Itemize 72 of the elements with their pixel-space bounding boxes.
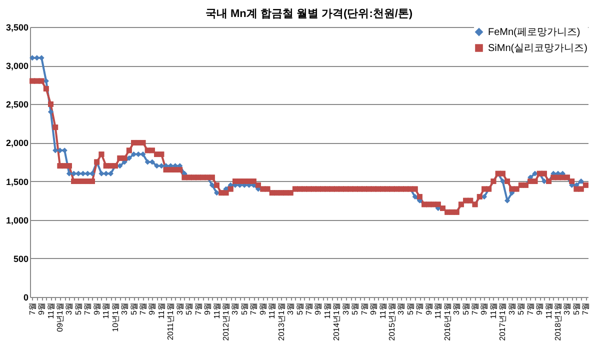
x-tick-label: 5월 bbox=[74, 302, 83, 315]
y-tick-label: 0 bbox=[23, 292, 28, 302]
x-tick-label: 3월 bbox=[452, 302, 462, 315]
x-tick-label: 7월 bbox=[526, 302, 535, 315]
x-tick-label: 9월 bbox=[369, 302, 378, 315]
y-tick-label: 2,500 bbox=[6, 100, 28, 110]
y-tick-label: 3,000 bbox=[6, 61, 28, 72]
x-tick-label: 9월 bbox=[258, 302, 268, 315]
x-tick-label: 3월 bbox=[507, 302, 516, 315]
x-tick-label: 7월 bbox=[138, 302, 148, 315]
x-tick-label: 7월 bbox=[249, 302, 258, 315]
y-tick-label: 500 bbox=[13, 254, 28, 264]
x-tick-label: 11월 bbox=[544, 302, 554, 319]
x-tick-label: 11월 bbox=[212, 302, 222, 319]
x-tick-label: 9월 bbox=[314, 302, 323, 315]
x-tick-label: 2017년1월 bbox=[498, 302, 508, 341]
x-tick-label: 5월 bbox=[184, 302, 194, 315]
x-tick-label: 11월 bbox=[434, 302, 443, 319]
chart-title: 국내 Mn계 합금철 월별 가격(단위:천원/톤) bbox=[205, 8, 413, 20]
x-tick-label: 2014년1월 bbox=[332, 302, 342, 341]
x-tick-label: 5월 bbox=[516, 302, 526, 315]
x-tick-label: 3월 bbox=[175, 302, 184, 315]
x-tick-label: 11월 bbox=[156, 302, 166, 319]
x-tick-label: 7월 bbox=[194, 302, 203, 315]
x-tick-label: 9월 bbox=[480, 302, 489, 315]
x-tick-label: 11월 bbox=[322, 302, 332, 319]
x-tick-label: 3월 bbox=[286, 302, 296, 315]
x-tick-label: 5월 bbox=[240, 302, 249, 315]
x-tick-label: 11월 bbox=[378, 302, 388, 319]
x-tick-label: 7월 bbox=[415, 302, 424, 315]
x-tick-label: 9월 bbox=[203, 302, 212, 315]
x-tick-label: 7월 bbox=[581, 302, 590, 315]
x-tick-label: 9월 bbox=[92, 302, 102, 315]
x-tick-label: 9월 bbox=[424, 302, 434, 315]
y-tick-label: 1,000 bbox=[6, 215, 28, 226]
x-tick-label: 2018년1월 bbox=[554, 302, 563, 341]
x-tick-label: 5월 bbox=[350, 302, 360, 315]
legend-label: FeMn(페로망가니즈) bbox=[488, 27, 580, 38]
x-tick-label: 2011년1월 bbox=[166, 302, 176, 340]
x-tick-label: 7월 bbox=[28, 302, 37, 315]
x-tick-label: 3월 bbox=[120, 302, 130, 315]
x-tick-label: 9월 bbox=[535, 302, 544, 315]
x-tick-label: 2016년1월 bbox=[442, 302, 452, 341]
x-tick-label: 2013년1월 bbox=[276, 302, 286, 341]
x-tick-label: 5월 bbox=[461, 302, 470, 315]
x-tick-label: 5월 bbox=[129, 302, 138, 315]
y-tick-label: 3,500 bbox=[6, 22, 28, 32]
y-tick-label: 1,500 bbox=[6, 176, 28, 187]
x-tick-label: 5월 bbox=[406, 302, 415, 315]
x-tick-label: 3월 bbox=[396, 302, 406, 315]
x-tick-label: 09년1월 bbox=[55, 302, 64, 332]
x-tick-label: 2015년1월 bbox=[388, 302, 397, 341]
x-tick-label: 5월 bbox=[295, 302, 304, 315]
x-tick-label: 7월 bbox=[304, 302, 314, 315]
x-tick-label: 7월 bbox=[83, 302, 92, 315]
x-tick-label: 2012년1월 bbox=[221, 302, 230, 341]
x-tick-label: 5월 bbox=[572, 302, 581, 315]
x-tick-label: 3월 bbox=[341, 302, 350, 315]
legend-label: SiMn(실리코망가니즈) bbox=[488, 43, 588, 54]
x-tick-label: 7월 bbox=[360, 302, 369, 315]
x-tick-label: 11월 bbox=[268, 302, 277, 319]
x-tick-label: 3월 bbox=[562, 302, 572, 315]
x-tick-label: 11월 bbox=[488, 302, 498, 319]
x-tick-label: 10년1월 bbox=[110, 302, 120, 332]
x-tick-label: 3월 bbox=[230, 302, 240, 315]
x-tick-label: 9월 bbox=[37, 302, 46, 315]
y-tick-label: 2,000 bbox=[6, 138, 28, 148]
x-tick-label: 9월 bbox=[148, 302, 157, 315]
x-tick-label: 11월 bbox=[102, 302, 111, 319]
x-tick-label: 11월 bbox=[46, 302, 56, 319]
x-tick-label: 3월 bbox=[64, 302, 74, 315]
x-tick-label: 7월 bbox=[470, 302, 480, 315]
